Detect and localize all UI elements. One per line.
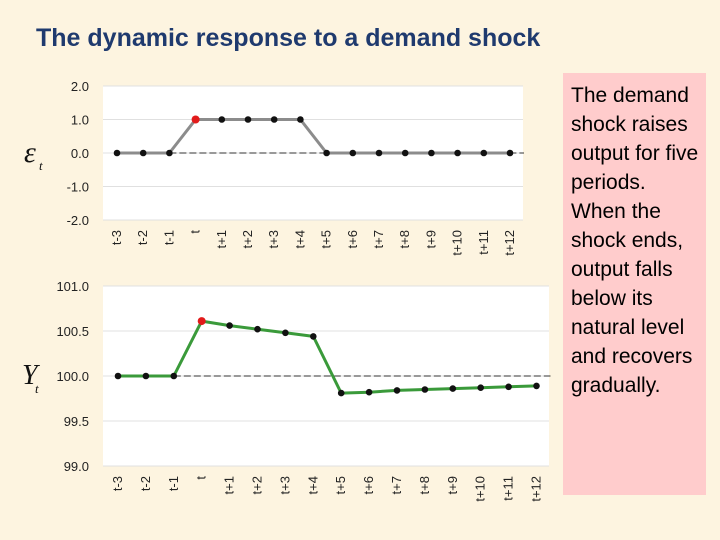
y-axis-label-subscript: t (35, 381, 39, 396)
data-point (454, 149, 461, 157)
x-tick-label: t+12 (529, 476, 544, 502)
y-axis-label: Y (22, 360, 41, 391)
y-tick-label: 1.0 (71, 113, 89, 128)
data-point (218, 116, 226, 123)
x-tick-label: t-3 (110, 476, 125, 491)
shock-start-point (191, 115, 200, 124)
data-point (282, 329, 289, 337)
data-point (393, 387, 401, 394)
data-point (337, 389, 345, 397)
x-tick-label: t+5 (333, 476, 348, 494)
note-box: The demand shock raises output for five … (563, 73, 706, 495)
data-point (506, 149, 514, 157)
x-tick-label: t+5 (319, 230, 334, 248)
x-tick-label: t+9 (423, 230, 438, 248)
data-point (375, 149, 383, 157)
y-tick-label: 100.0 (56, 369, 89, 384)
x-tick-label: t+7 (389, 476, 404, 494)
output-chart: 101.0 100.5 100.0 99.5 99.0 t-3 t-2 t-1 t t+1 t+2 t… (22, 279, 551, 502)
y-tick-label: 99.0 (64, 459, 89, 474)
x-tick-label: t+1 (222, 476, 237, 494)
y-tick-label: -1.0 (67, 180, 89, 195)
data-point (244, 116, 252, 123)
data-point (170, 372, 178, 380)
x-tick-label: t+10 (473, 476, 488, 502)
x-tick-label: t-3 (109, 230, 124, 245)
data-point (349, 149, 357, 157)
y-tick-label: -2.0 (67, 213, 89, 228)
x-tick-label: t+3 (266, 230, 281, 248)
data-point (114, 372, 122, 380)
x-tick-label: t (188, 230, 203, 234)
data-point (297, 116, 304, 123)
data-point (449, 385, 457, 392)
series-line (117, 118, 510, 155)
shock-chart: 2.0 1.0 0.0 -1.0 -2.0 t-3 t-2 t-1 t t+1 t+2 t+3 t+4 t… (24, 79, 524, 256)
data-point (505, 383, 512, 391)
y-axis-label-subscript: t (39, 158, 43, 173)
x-tick-label: t-1 (161, 230, 176, 245)
data-point (533, 382, 540, 390)
x-tick-label: t+8 (417, 476, 432, 494)
x-tick-label: t+12 (502, 230, 517, 256)
data-point (421, 386, 429, 393)
x-tick-label: t+6 (361, 476, 376, 494)
data-point (166, 149, 173, 157)
y-tick-label: 101.0 (56, 279, 89, 294)
x-tick-label: t-2 (138, 476, 153, 491)
charts-area: 2.0 1.0 0.0 -1.0 -2.0 t-3 t-2 t-1 t t+1 t+2 t+3 t+4 t… (22, 79, 551, 502)
data-point (477, 384, 485, 392)
y-tick-label: 0.0 (71, 146, 89, 161)
x-tick-label: t (194, 476, 209, 480)
data-point (270, 116, 278, 123)
shock-start-point (197, 317, 206, 326)
x-tick-label: t+9 (445, 476, 460, 494)
data-point (323, 149, 330, 157)
x-tick-label: t+8 (397, 230, 412, 248)
data-point (365, 388, 373, 396)
data-point (428, 149, 435, 157)
x-tick-label: t+3 (277, 476, 292, 494)
data-point (310, 333, 317, 340)
y-tick-label: 100.5 (56, 324, 89, 339)
y-tick-label: 99.5 (64, 414, 89, 429)
x-tick-label: t+2 (250, 476, 265, 494)
x-tick-label: t+11 (501, 476, 516, 501)
x-tick-label: t-1 (166, 476, 181, 491)
data-point (113, 149, 121, 157)
x-tick-label: t-2 (135, 230, 150, 245)
y-tick-label: 2.0 (71, 79, 89, 94)
slide-title: The dynamic response to a demand shock (36, 24, 541, 52)
data-point (254, 325, 261, 333)
data-point (401, 149, 409, 157)
series-line (118, 319, 537, 395)
x-tick-label: t+2 (240, 230, 255, 248)
x-tick-label: t+1 (214, 230, 229, 248)
data-point (226, 322, 233, 329)
x-tick-label: t+4 (305, 476, 320, 494)
x-tick-label: t+10 (450, 230, 465, 256)
x-tick-label: t+7 (371, 230, 386, 248)
x-tick-label: t+11 (476, 230, 491, 255)
y-axis-label: ε (24, 136, 36, 169)
note-text: The demand shock raises output for five … (571, 84, 699, 397)
data-point (142, 372, 150, 380)
x-tick-label: t+6 (345, 230, 360, 248)
x-tick-label: t+4 (292, 230, 307, 248)
data-point (480, 149, 488, 157)
data-point (139, 149, 147, 157)
